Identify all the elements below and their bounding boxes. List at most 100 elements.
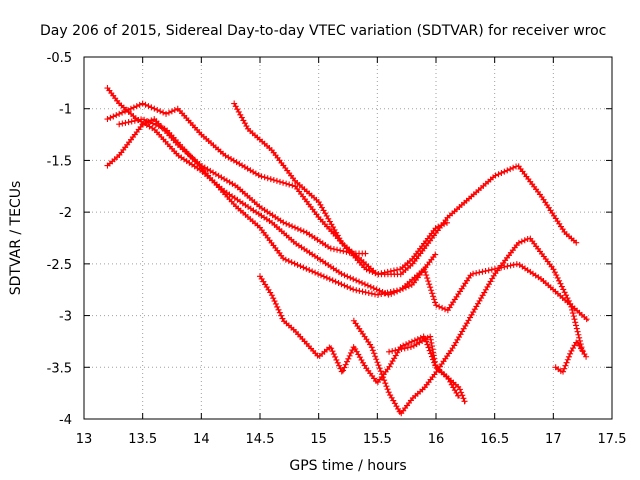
data-point-marker <box>320 273 327 280</box>
data-point-marker <box>333 356 340 363</box>
x-tick-label: 16 <box>428 432 445 447</box>
data-point-marker <box>385 389 392 396</box>
data-point-marker <box>291 224 298 231</box>
data-point-marker <box>386 348 393 355</box>
data-point-marker <box>428 287 435 294</box>
data-point-marker <box>403 341 410 348</box>
data-point-marker <box>556 277 563 284</box>
data-point-marker <box>384 289 391 296</box>
data-point-marker <box>334 359 341 366</box>
data-point-marker <box>151 105 158 112</box>
data-point-marker <box>271 298 278 305</box>
data-point-marker <box>510 164 517 171</box>
data-point-marker <box>286 181 293 188</box>
data-point-marker <box>104 116 111 123</box>
data-point-marker <box>405 339 412 346</box>
data-point-marker <box>341 364 348 371</box>
data-point-marker <box>344 283 351 290</box>
data-point-marker <box>394 266 401 273</box>
data-point-marker <box>431 355 438 362</box>
data-point-marker <box>337 247 344 254</box>
data-point-marker <box>329 277 336 284</box>
data-point-marker <box>288 259 295 266</box>
series-track-5 <box>231 100 450 277</box>
data-point-marker <box>267 176 274 183</box>
data-point-marker <box>568 303 575 310</box>
data-point-marker <box>270 177 277 184</box>
data-point-marker <box>160 109 167 116</box>
data-point-marker <box>573 322 580 329</box>
data-point-marker <box>569 310 576 317</box>
data-point-marker <box>398 346 405 353</box>
data-point-marker <box>504 263 511 270</box>
data-point-marker <box>270 295 277 302</box>
data-point-marker <box>393 287 400 294</box>
data-point-marker <box>149 120 156 127</box>
data-point-marker <box>443 219 450 226</box>
data-point-marker <box>401 345 408 352</box>
data-point-marker <box>134 117 141 124</box>
data-point-marker <box>428 343 435 350</box>
data-point-marker <box>372 270 379 277</box>
x-tick-label: 16.5 <box>480 432 509 447</box>
data-point-marker <box>569 306 576 313</box>
data-point-marker <box>370 350 377 357</box>
data-point-marker <box>376 287 383 294</box>
data-point-marker <box>309 268 316 275</box>
data-point-marker <box>345 355 352 362</box>
data-point-marker <box>258 173 265 180</box>
data-point-marker <box>375 291 382 298</box>
data-point-marker <box>510 261 517 268</box>
data-point-marker <box>373 286 380 293</box>
data-point-marker <box>422 268 429 275</box>
data-point-marker <box>404 344 411 351</box>
data-point-marker <box>567 350 574 357</box>
y-axis-title: SDTVAR / TECUs <box>8 181 24 296</box>
data-point-marker <box>336 362 343 369</box>
data-point-marker <box>501 263 508 270</box>
data-point-marker <box>374 359 381 366</box>
data-point-marker <box>430 293 437 300</box>
data-point-marker <box>576 334 583 341</box>
data-point-marker <box>476 269 483 276</box>
data-point-marker <box>574 328 581 335</box>
data-point-marker <box>372 353 379 360</box>
data-point-marker <box>347 285 354 292</box>
data-point-marker <box>492 172 499 179</box>
data-point-marker <box>274 303 281 310</box>
data-point-marker <box>148 104 155 111</box>
data-point-marker <box>152 121 159 128</box>
data-point-marker <box>429 290 436 297</box>
data-point-marker <box>389 348 396 355</box>
data-point-marker <box>122 108 129 115</box>
data-point-marker <box>139 100 146 107</box>
data-point-marker <box>297 263 304 270</box>
data-point-marker <box>107 114 114 121</box>
data-point-marker <box>417 334 424 341</box>
data-point-marker <box>323 274 330 281</box>
data-point-marker <box>330 246 337 253</box>
data-point-marker <box>563 359 570 366</box>
data-point-marker <box>119 109 126 116</box>
data-point-marker <box>341 282 348 289</box>
data-point-marker <box>382 380 389 387</box>
data-point-marker <box>306 267 313 274</box>
series-line <box>107 102 578 275</box>
data-point-marker <box>338 368 345 375</box>
data-point-marker <box>144 117 151 124</box>
data-point-marker <box>459 392 466 399</box>
data-point-marker <box>165 109 172 116</box>
data-point-marker <box>441 221 448 228</box>
data-point-marker <box>334 246 341 253</box>
data-point-marker <box>131 117 138 124</box>
data-point-marker <box>289 223 296 230</box>
y-tick-label: -1 <box>59 103 72 118</box>
data-point-marker <box>347 274 354 281</box>
data-point-marker <box>479 268 486 275</box>
data-point-marker <box>378 371 385 378</box>
data-point-marker <box>575 331 582 338</box>
data-point-marker <box>567 300 574 307</box>
y-tick-label: -2 <box>59 206 72 221</box>
data-point-marker <box>456 386 463 393</box>
data-point-marker <box>116 110 123 117</box>
